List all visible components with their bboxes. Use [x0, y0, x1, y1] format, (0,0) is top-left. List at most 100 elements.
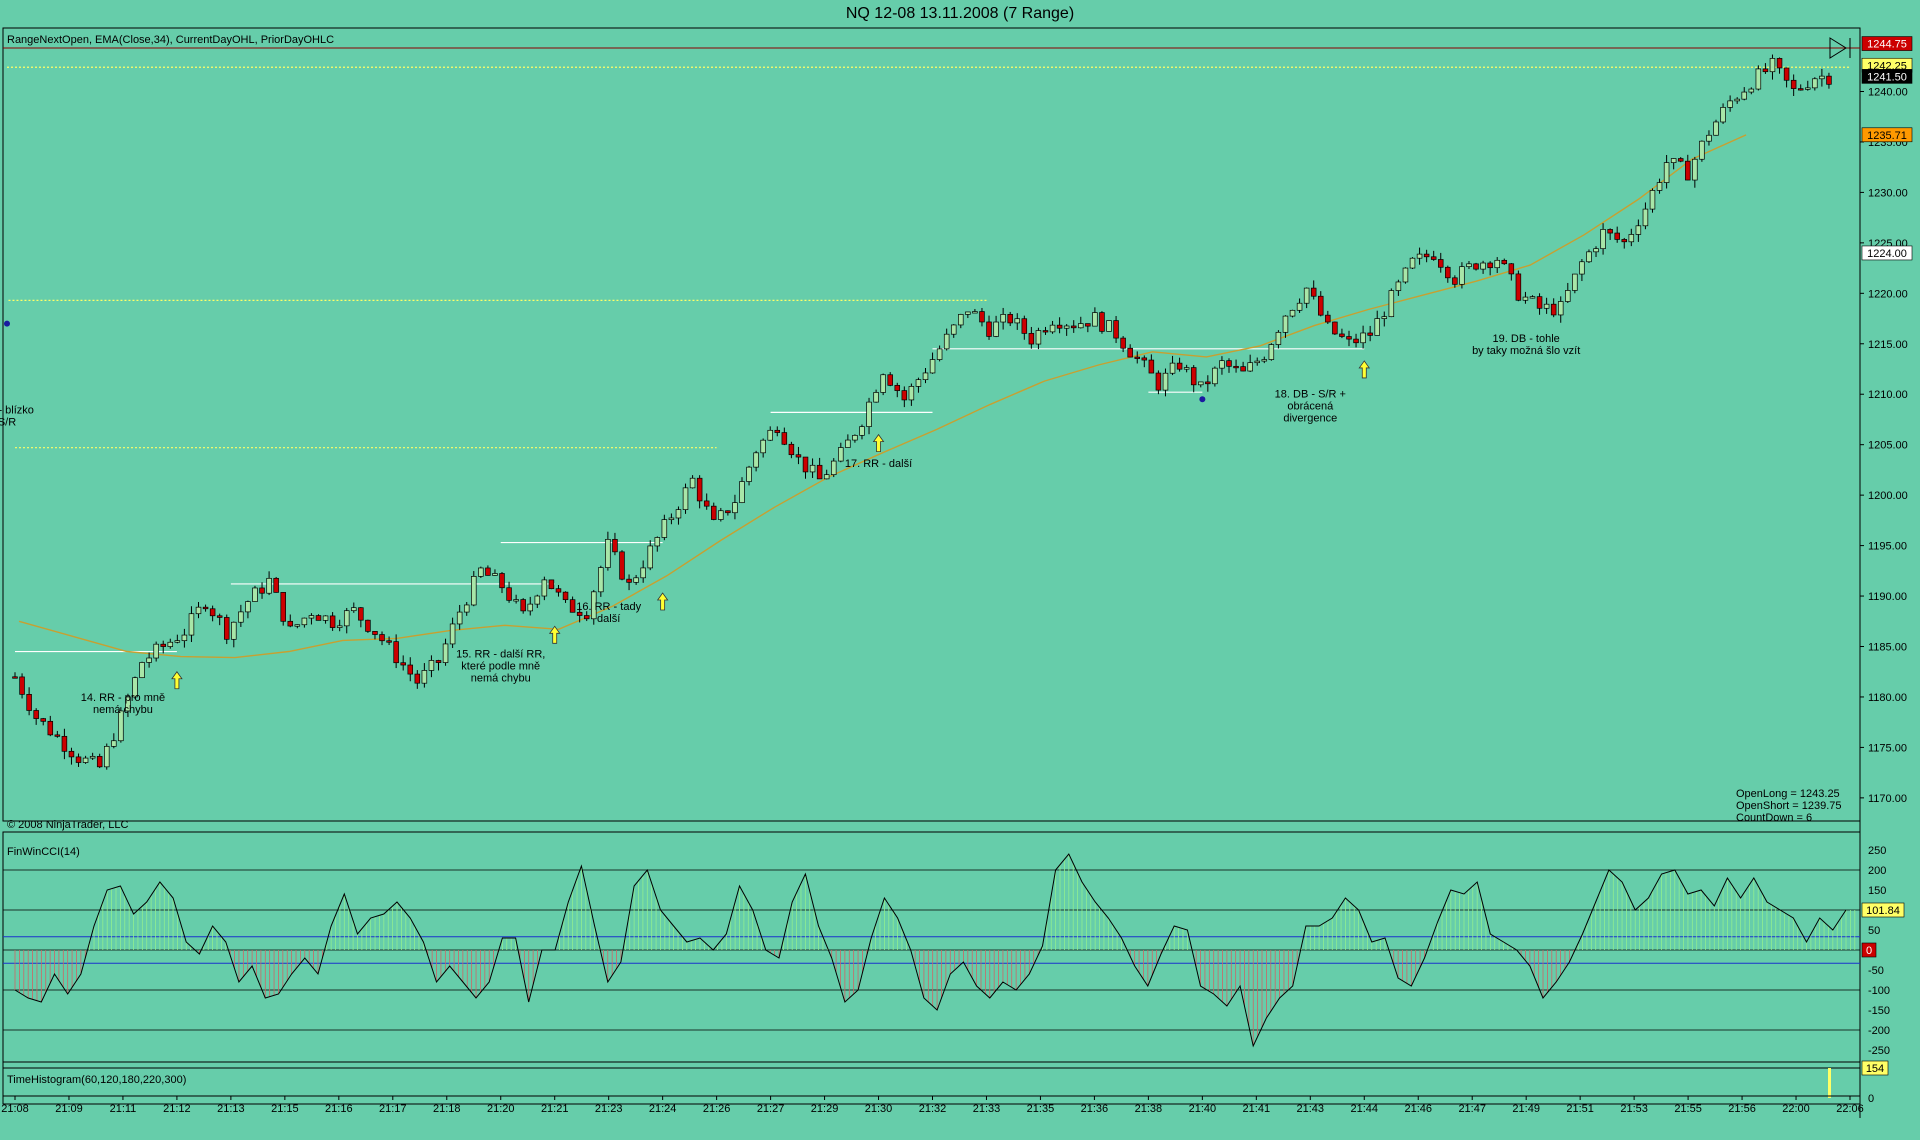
ema-line — [18, 134, 1747, 659]
candle-up — [647, 545, 653, 569]
time-tick-label: 21:26 — [703, 1103, 731, 1115]
cci-value-tag-label: 101.84 — [1866, 905, 1900, 917]
candle-down — [1473, 263, 1479, 270]
candle-down — [619, 551, 625, 580]
signal-arrow — [872, 433, 885, 452]
candle-up — [1282, 315, 1289, 333]
candle-up — [880, 374, 886, 393]
candle-down — [1776, 58, 1783, 69]
candle-up — [449, 623, 456, 645]
candle-up — [633, 577, 639, 583]
signal-arrow — [656, 592, 669, 611]
hist-zero-label: 0 — [1868, 1093, 1874, 1105]
price-tick-label: 1170.00 — [1868, 793, 1907, 805]
price-tick-label: 1185.00 — [1868, 642, 1907, 654]
candle-up — [308, 615, 315, 619]
price-tick-label: 1195.00 — [1868, 541, 1907, 553]
candle-up — [1670, 158, 1677, 163]
candle-up — [1748, 88, 1755, 93]
candle-up — [1635, 225, 1642, 235]
candle-up — [972, 311, 978, 314]
candle-down — [68, 750, 75, 758]
candle-down — [612, 538, 618, 553]
candle-down — [273, 577, 279, 593]
candle-up — [1642, 208, 1649, 227]
candle-up — [343, 610, 350, 627]
candle-down — [1508, 263, 1515, 275]
time-tick-label: 21:47 — [1458, 1103, 1486, 1115]
candle-up — [605, 538, 611, 568]
candle-up — [527, 603, 533, 612]
candle-down — [1056, 324, 1063, 329]
candle-up — [1106, 320, 1112, 332]
candle-up — [1529, 296, 1536, 299]
candle-down — [1042, 330, 1049, 333]
candle-up — [591, 591, 597, 620]
candle-down — [1205, 381, 1211, 385]
candle-up — [428, 660, 435, 671]
candle-down — [1318, 295, 1324, 316]
info-open-short: OpenShort = 1239.75 — [1736, 800, 1842, 812]
candle-up — [915, 379, 922, 387]
candle-down — [1099, 312, 1105, 332]
candle-up — [1388, 290, 1395, 318]
candle-down — [1790, 79, 1797, 89]
time-tick-label: 21:16 — [325, 1103, 353, 1115]
candle-up — [1543, 303, 1550, 309]
candle-up — [866, 401, 872, 427]
candle-down — [12, 676, 18, 679]
time-tick-label: 21:23 — [595, 1103, 623, 1115]
candle-up — [598, 567, 604, 593]
cci-tick-label: -100 — [1868, 985, 1890, 997]
annotation-2-line: 16. RR - tady — [576, 601, 641, 613]
candle-down — [1113, 320, 1119, 339]
candles[interactable] — [12, 54, 1832, 770]
candle-up — [859, 426, 865, 436]
cci-tick-label: -250 — [1868, 1045, 1890, 1057]
cci-tick-label: -150 — [1868, 1005, 1890, 1017]
annotation-1-line: 15. RR - další RR, — [456, 649, 545, 661]
candle-up — [675, 509, 682, 519]
candle-up — [1402, 267, 1409, 283]
candle-up — [463, 604, 470, 613]
window-title: NQ 12-08 13.11.2008 (7 Range) — [0, 0, 1920, 28]
price-tick-label: 1200.00 — [1868, 490, 1908, 502]
candle-down — [202, 606, 209, 610]
candle-down — [548, 579, 555, 590]
candle-up — [153, 643, 159, 659]
cci-tick-label: -200 — [1868, 1025, 1890, 1037]
price-tick-label: 1190.00 — [1868, 591, 1907, 603]
candle-up — [1360, 332, 1366, 344]
panel-frames — [2, 27, 1861, 1118]
candle-up — [181, 634, 188, 642]
price-tick-label: 1180.00 — [1868, 692, 1907, 704]
candle-up — [767, 429, 773, 441]
candle-down — [901, 390, 908, 401]
candle-up — [421, 670, 428, 684]
hist-value-tag — [1861, 1060, 1889, 1076]
annotation-5-line: 18. DB - S/R + — [1275, 388, 1346, 400]
candle-up — [1565, 290, 1571, 302]
candle-up — [442, 643, 449, 663]
candle-down — [386, 640, 392, 643]
time-tick-label: 21:12 — [163, 1103, 191, 1115]
time-tick-label: 21:15 — [271, 1103, 299, 1115]
candle-up — [513, 599, 519, 602]
cci-tick-label: 50 — [1868, 925, 1880, 937]
candle-up — [732, 502, 738, 514]
candle-down — [1437, 259, 1444, 268]
candle-up — [753, 452, 759, 468]
candle-up — [993, 321, 999, 337]
candle-up — [478, 567, 484, 577]
candle-up — [245, 601, 251, 613]
candle-up — [1049, 324, 1056, 333]
candle-up — [929, 359, 936, 374]
time-tick-label: 21:56 — [1728, 1103, 1756, 1115]
annotation-2-line: další — [597, 613, 620, 625]
candle-down — [1797, 88, 1804, 91]
candle-down — [1085, 323, 1091, 327]
candle-down — [1430, 256, 1437, 260]
candle-up — [266, 577, 272, 594]
candle-down — [1141, 357, 1148, 361]
